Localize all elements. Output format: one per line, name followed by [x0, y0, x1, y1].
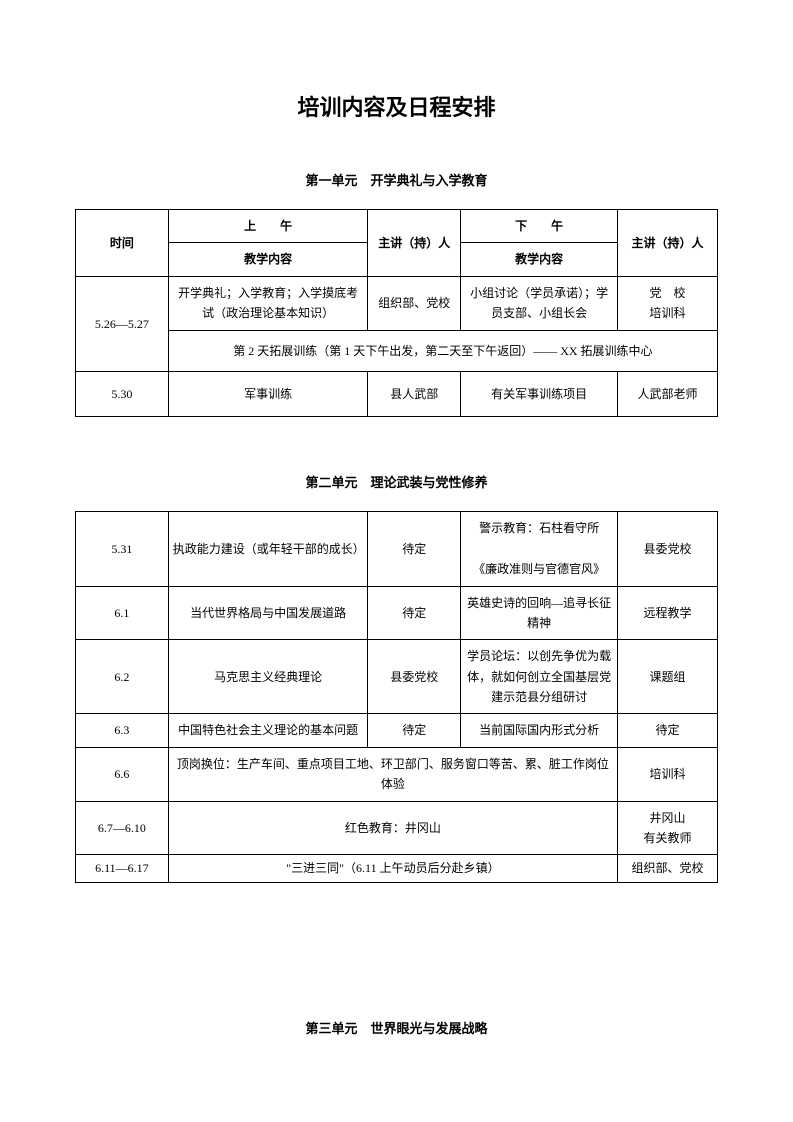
unit1-section: 第一单元 开学典礼与入学教育 时间 上 午 主讲（持）人 下 午 主讲（持）人 … — [75, 170, 718, 417]
cell-merged: 第 2 天拓展训练（第 1 天下午出发，第二天至下午返回）—— XX 拓展训练中… — [168, 330, 717, 371]
cell-host2: 课题组 — [618, 640, 718, 714]
table-row: 5.26—5.27 开学典礼；入学教育；入学摸底考试（政治理论基本知识） 组织部… — [76, 276, 718, 330]
cell-time: 5.30 — [76, 371, 169, 416]
unit1-table: 时间 上 午 主讲（持）人 下 午 主讲（持）人 教学内容 教学内容 5.26—… — [75, 209, 718, 417]
cell-host1: 待定 — [368, 512, 461, 586]
header-am: 上 午 — [168, 210, 368, 243]
cell-host2: 县委党校 — [618, 512, 718, 586]
cell-time: 5.26—5.27 — [76, 276, 169, 371]
cell-time: 6.7—6.10 — [76, 801, 169, 855]
cell-host2: 远程教学 — [618, 586, 718, 640]
cell-time: 6.2 — [76, 640, 169, 714]
cell-merged-mid: 顶岗换位：生产车间、重点项目工地、环卫部门、服务窗口等苦、累、脏工作岗位体验 — [168, 747, 617, 801]
cell-am: 开学典礼；入学教育；入学摸底考试（政治理论基本知识） — [168, 276, 368, 330]
cell-host2: 组织部、党校 — [618, 855, 718, 882]
cell-am: 马克思主义经典理论 — [168, 640, 368, 714]
table-row: 6.6 顶岗换位：生产车间、重点项目工地、环卫部门、服务窗口等苦、累、脏工作岗位… — [76, 747, 718, 801]
unit2-section: 第二单元 理论武装与党性修养 5.31 执政能力建设（或年轻干部的成长） 待定 … — [75, 472, 718, 882]
cell-time: 6.11—6.17 — [76, 855, 169, 882]
cell-host1: 待定 — [368, 586, 461, 640]
cell-am: 军事训练 — [168, 371, 368, 416]
table-row: 5.31 执政能力建设（或年轻干部的成长） 待定 警示教育：石柱看守所 《廉政准… — [76, 512, 718, 586]
cell-time: 5.31 — [76, 512, 169, 586]
header-host2: 主讲（持）人 — [618, 210, 718, 277]
cell-host2: 井冈山 有关教师 — [618, 801, 718, 855]
cell-merged-mid: "三进三同"（6.11 上午动员后分赴乡镇） — [168, 855, 617, 882]
cell-pm: 学员论坛：以创先争优为载体，就如何创立全国基层党建示范县分组研讨 — [461, 640, 618, 714]
page-title: 培训内容及日程安排 — [75, 90, 718, 122]
header-time: 时间 — [76, 210, 169, 277]
cell-pm: 当前国际国内形式分析 — [461, 714, 618, 747]
unit3-title: 第三单元 世界眼光与发展战略 — [75, 1018, 718, 1037]
unit2-table: 5.31 执政能力建设（或年轻干部的成长） 待定 警示教育：石柱看守所 《廉政准… — [75, 511, 718, 882]
table-row: 6.2 马克思主义经典理论 县委党校 学员论坛：以创先争优为载体，就如何创立全国… — [76, 640, 718, 714]
cell-host1: 县人武部 — [368, 371, 461, 416]
cell-time: 6.1 — [76, 586, 169, 640]
unit3-section: 第三单元 世界眼光与发展战略 — [75, 1018, 718, 1037]
cell-host1: 待定 — [368, 714, 461, 747]
header-pm-sub: 教学内容 — [461, 243, 618, 276]
table-row: 6.1 当代世界格局与中国发展道路 待定 英雄史诗的回响—追寻长征精神 远程教学 — [76, 586, 718, 640]
header-pm: 下 午 — [461, 210, 618, 243]
table-row: 5.30 军事训练 县人武部 有关军事训练项目 人武部老师 — [76, 371, 718, 416]
cell-time: 6.3 — [76, 714, 169, 747]
table-row: 6.11—6.17 "三进三同"（6.11 上午动员后分赴乡镇） 组织部、党校 — [76, 855, 718, 882]
cell-pm: 有关军事训练项目 — [461, 371, 618, 416]
header-am-sub: 教学内容 — [168, 243, 368, 276]
table-row: 6.7—6.10 红色教育：井冈山 井冈山 有关教师 — [76, 801, 718, 855]
cell-host2: 待定 — [618, 714, 718, 747]
cell-am: 当代世界格局与中国发展道路 — [168, 586, 368, 640]
cell-merged-mid: 红色教育：井冈山 — [168, 801, 617, 855]
cell-host2: 党 校 培训科 — [618, 276, 718, 330]
cell-host1: 县委党校 — [368, 640, 461, 714]
cell-am: 执政能力建设（或年轻干部的成长） — [168, 512, 368, 586]
cell-pm: 警示教育：石柱看守所 《廉政准则与官德官风》 — [461, 512, 618, 586]
cell-host2: 人武部老师 — [618, 371, 718, 416]
header-host1: 主讲（持）人 — [368, 210, 461, 277]
cell-host2: 培训科 — [618, 747, 718, 801]
cell-pm: 小组讨论（学员承诺）；学员支部、小组长会 — [461, 276, 618, 330]
cell-pm: 英雄史诗的回响—追寻长征精神 — [461, 586, 618, 640]
unit1-title: 第一单元 开学典礼与入学教育 — [75, 170, 718, 189]
cell-time: 6.6 — [76, 747, 169, 801]
table-row: 第 2 天拓展训练（第 1 天下午出发，第二天至下午返回）—— XX 拓展训练中… — [76, 330, 718, 371]
cell-host1: 组织部、党校 — [368, 276, 461, 330]
unit2-title: 第二单元 理论武装与党性修养 — [75, 472, 718, 491]
table-row: 6.3 中国特色社会主义理论的基本问题 待定 当前国际国内形式分析 待定 — [76, 714, 718, 747]
cell-am: 中国特色社会主义理论的基本问题 — [168, 714, 368, 747]
